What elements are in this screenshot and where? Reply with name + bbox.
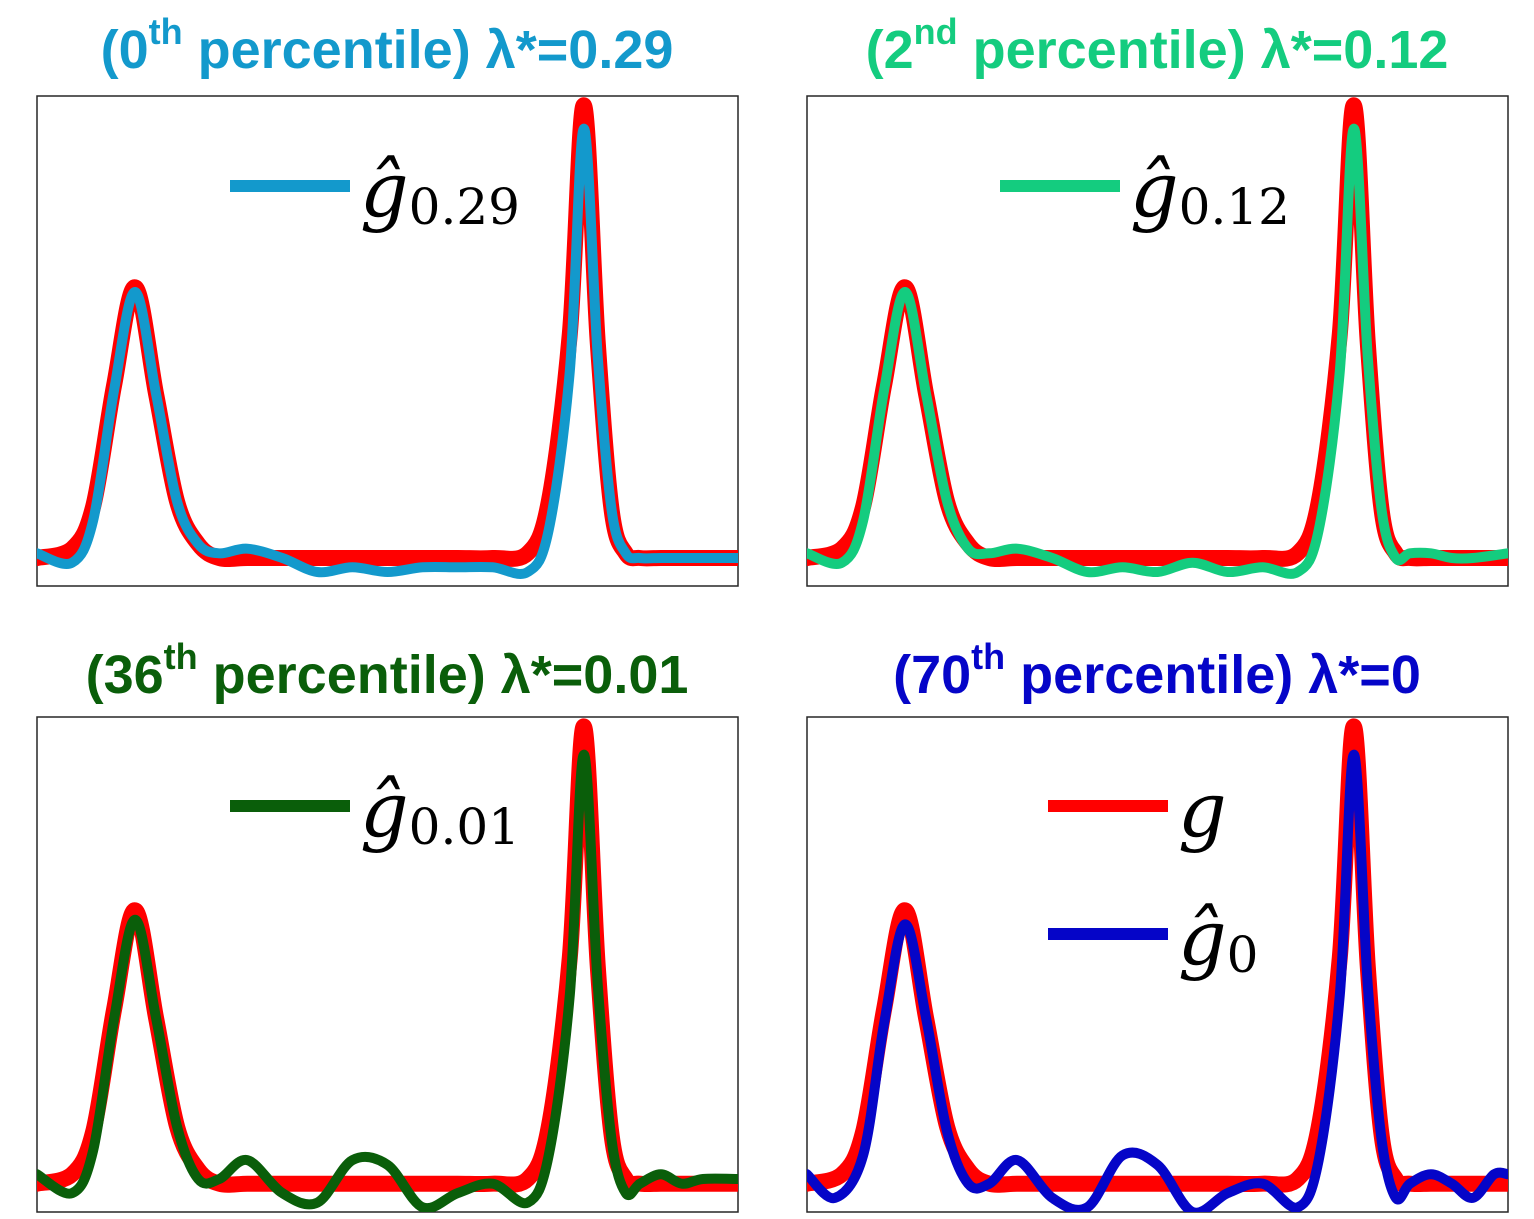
series-line-g-hat [37,749,738,1212]
plot-area [37,97,738,579]
title-suffix: percentile) λ*=0.29 [183,20,674,80]
plot-area [807,718,1508,1212]
chart-title: (2nd percentile) λ*=0.12 [866,11,1449,80]
legend-symbol: ĝ [360,145,409,234]
legend-symbol: ĝ [1130,145,1179,234]
legend-symbol: g [1178,765,1227,854]
chart-panel-2: (2nd percentile) λ*=0.12 ĝ0.12 [806,11,1509,587]
legend-subscript: 0.29 [409,178,520,236]
title-superscript: th [971,636,1005,677]
title-suffix: percentile) λ*=0.01 [198,645,689,705]
title-superscript: nd [914,11,958,52]
title-suffix: percentile) λ*=0 [1005,645,1421,705]
title-superscript: th [164,636,198,677]
legend-symbol: ĝ [1178,893,1227,982]
legend-label: g [1178,765,1227,854]
title-prefix: (70 [893,645,971,705]
title-suffix: percentile) λ*=0.12 [958,20,1449,80]
legend-label: ĝ0 [1178,893,1258,984]
title-prefix: (36 [86,645,164,705]
chart-title: (0th percentile) λ*=0.29 [101,11,674,80]
legend: gĝ0 [1048,765,1258,984]
series-line-g-hat [807,123,1508,579]
legend-subscript: 0.01 [409,798,520,856]
legend-label: ĝ0.12 [1130,145,1290,236]
legend-label: ĝ0.01 [360,765,520,856]
series-line-g-hat [37,123,738,579]
legend-subscript: 0 [1227,926,1259,984]
legend-symbol: ĝ [360,765,409,854]
chart-title: (70th percentile) λ*=0 [893,636,1421,705]
legend: ĝ0.29 [230,145,520,236]
plot-area [807,97,1508,579]
series-line-g-hat [807,749,1508,1212]
title-prefix: (2 [866,20,914,80]
legend-label: ĝ0.29 [360,145,520,236]
chart-panel-1: (0th percentile) λ*=0.29 ĝ0.29 [36,11,739,587]
title-superscript: th [149,11,183,52]
plot-area [37,718,738,1212]
legend: ĝ0.01 [230,765,520,856]
chart-panel-3: (36th percentile) λ*=0.01 ĝ0.01 [36,636,739,1213]
legend-subscript: 0.12 [1179,178,1290,236]
title-prefix: (0 [101,20,149,80]
legend: ĝ0.12 [1000,145,1290,236]
chart-title: (36th percentile) λ*=0.01 [86,636,689,705]
